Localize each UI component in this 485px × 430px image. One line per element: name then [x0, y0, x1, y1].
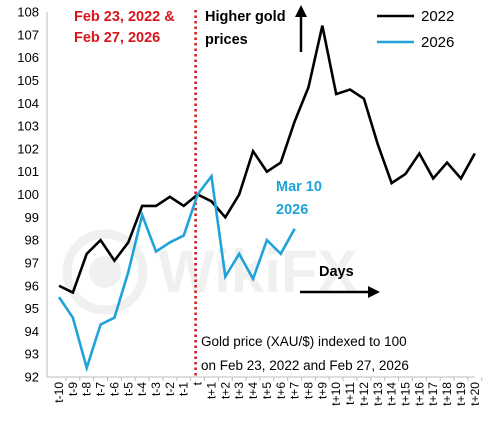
y-tick-label: 95 — [25, 301, 39, 316]
x-tick-label: t-2 — [163, 382, 177, 396]
x-tick-label: t+18 — [440, 382, 454, 406]
y-tick-label: 92 — [25, 370, 39, 385]
x-tick-label: t+11 — [343, 382, 357, 405]
date-label-line1: Feb 23, 2022 & — [74, 9, 175, 25]
higher-gold-label-line1: Higher gold — [205, 9, 286, 25]
x-tick-label: t+1 — [204, 382, 218, 399]
y-tick-label: 108 — [17, 5, 39, 20]
legend: 2022 2026 — [377, 8, 454, 51]
x-tick-label: t — [191, 381, 205, 385]
note-line2: on Feb 23, 2022 and Feb 27, 2026 — [201, 358, 409, 373]
y-tick-label: 97 — [25, 255, 39, 270]
y-tick-label: 99 — [25, 210, 39, 225]
x-tick-label: t+4 — [246, 382, 260, 399]
x-tick-label: t+19 — [454, 382, 468, 406]
x-tick-label: t+2 — [218, 382, 232, 399]
x-tick-label: t+8 — [301, 382, 315, 399]
x-tick-label: t+20 — [468, 382, 482, 406]
y-tick-label: 94 — [25, 324, 39, 339]
x-tick-label: t-7 — [94, 382, 108, 396]
y-tick-label: 98 — [25, 233, 39, 248]
mar10-label-line2: 2026 — [276, 202, 308, 218]
up-arrow — [295, 5, 307, 52]
x-tick-label: t+5 — [260, 382, 274, 399]
x-tick-label: t-10 — [52, 382, 66, 403]
y-tick-label: 101 — [17, 164, 39, 179]
x-tick-label: t+13 — [371, 382, 385, 406]
x-tick-label: t+14 — [385, 382, 399, 406]
y-tick-label: 96 — [25, 278, 39, 293]
x-tick-label: t-8 — [80, 382, 94, 396]
x-tick-label: t-6 — [107, 382, 121, 396]
x-tick-label: t-5 — [121, 382, 135, 396]
legend-label-2022: 2022 — [421, 8, 454, 25]
x-tick-label: t-4 — [135, 382, 149, 396]
x-tick-label: t-1 — [177, 382, 191, 396]
series-lines — [59, 26, 475, 368]
x-tick-label: t+9 — [315, 382, 329, 399]
y-tick-label: 93 — [25, 347, 39, 362]
x-tick-label: t+15 — [399, 382, 413, 406]
legend-label-2026: 2026 — [421, 34, 454, 51]
x-tick-label: t+7 — [288, 382, 302, 399]
y-tick-label: 100 — [17, 187, 39, 202]
x-tick-label: t+6 — [274, 382, 288, 399]
x-tick-label: t+16 — [412, 382, 426, 406]
wikifx-watermark: WikiFX — [67, 234, 357, 310]
x-tick-label: t-9 — [66, 382, 80, 396]
note-line1: Gold price (XAU/$) indexed to 100 — [201, 334, 407, 349]
x-tick-label: t+12 — [357, 382, 371, 406]
x-tick-label: t-3 — [149, 382, 163, 396]
y-tick-label: 104 — [17, 96, 39, 111]
x-tick-label: t+10 — [329, 382, 343, 406]
y-tick-label: 107 — [17, 27, 39, 42]
date-label-line2: Feb 27, 2026 — [74, 30, 160, 46]
mar10-label-line1: Mar 10 — [276, 179, 322, 195]
higher-gold-label-line2: prices — [205, 32, 248, 48]
x-tick-label: t+17 — [426, 382, 440, 406]
y-tick-label: 103 — [17, 119, 39, 134]
y-tick-label: 102 — [17, 141, 39, 156]
y-tick-label: 105 — [17, 73, 39, 88]
days-label: Days — [319, 264, 354, 280]
y-tick-label: 106 — [17, 50, 39, 65]
x-tick-label: t+3 — [232, 382, 246, 399]
